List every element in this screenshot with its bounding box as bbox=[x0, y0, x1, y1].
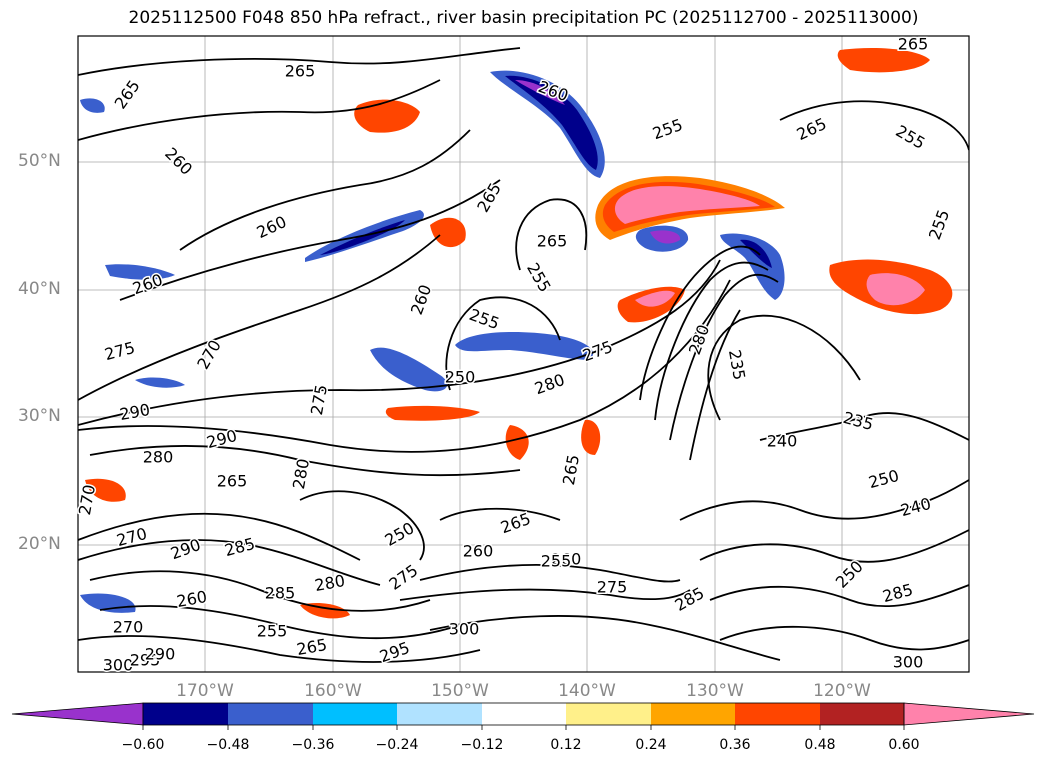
contour-label: 300 bbox=[103, 656, 134, 675]
refractivity-contours bbox=[78, 47, 969, 663]
plot-frame bbox=[77, 35, 970, 673]
contour-label: 300 bbox=[449, 620, 480, 639]
colorbar-swatch bbox=[397, 703, 482, 725]
colorbar-tick-label: 0.36 bbox=[719, 737, 751, 753]
contour-label: 260 bbox=[463, 542, 494, 561]
lon-label-140w: 140°W bbox=[558, 681, 616, 701]
contour-label: 240 bbox=[767, 432, 798, 451]
contour-label: 255 bbox=[257, 622, 288, 641]
colorbar-swatch bbox=[735, 703, 820, 725]
lon-label-130w: 130°W bbox=[686, 681, 744, 701]
precip-shading bbox=[80, 48, 953, 619]
contour-label: 255 bbox=[541, 552, 572, 571]
contour-label: 300 bbox=[893, 653, 924, 672]
graticule bbox=[78, 36, 969, 672]
plot-area bbox=[78, 36, 969, 672]
contour-label: 290 bbox=[145, 645, 176, 664]
contour-label: 265 bbox=[559, 453, 583, 486]
contour-label: 265 bbox=[285, 62, 316, 81]
lat-label-30n: 30°N bbox=[18, 406, 61, 426]
lon-label-150w: 150°W bbox=[431, 681, 489, 701]
lat-label-20n: 20°N bbox=[18, 534, 61, 554]
colorbar-tick-label: −0.24 bbox=[375, 737, 419, 753]
colorbar-swatch bbox=[482, 703, 566, 725]
colorbar-tick-label: −0.36 bbox=[291, 737, 335, 753]
colorbar-swatch bbox=[651, 703, 735, 725]
lat-label-50n: 50°N bbox=[18, 151, 61, 171]
colorbar-swatch bbox=[143, 703, 228, 725]
colorbar-tick-label: −0.12 bbox=[460, 737, 504, 753]
contour-label: 270 bbox=[113, 618, 144, 637]
colorbar-tick-label: −0.60 bbox=[121, 737, 165, 753]
contour-label: 265 bbox=[898, 35, 929, 54]
colorbar-swatch bbox=[566, 703, 651, 725]
contour-label: 285 bbox=[223, 534, 257, 560]
lon-label-170w: 170°W bbox=[176, 681, 234, 701]
colorbar-tick-label: −0.48 bbox=[206, 737, 250, 753]
contour-label: 295 bbox=[130, 651, 161, 670]
colorbar-tick-label: 0.48 bbox=[804, 737, 836, 753]
lon-label-160w: 160°W bbox=[304, 681, 362, 701]
colorbar-swatch bbox=[228, 703, 313, 725]
colorbar bbox=[11, 702, 1035, 730]
contour-label: 270 bbox=[75, 483, 99, 516]
map-title: 2025112500 F048 850 hPa refract., river … bbox=[128, 8, 919, 28]
colorbar-extend-max bbox=[903, 702, 1035, 726]
colorbar-frame bbox=[142, 702, 905, 726]
colorbar-extend-min bbox=[11, 702, 144, 726]
colorbar-tick-label: 0.12 bbox=[550, 737, 582, 753]
contour-label: 280 bbox=[143, 448, 174, 467]
colorbar-tick-label: 0.24 bbox=[635, 737, 667, 753]
contour-label: 285 bbox=[265, 584, 296, 603]
contour-label: 265 bbox=[217, 472, 248, 491]
contour-label: 260 bbox=[551, 550, 582, 569]
lon-label-120w: 120°W bbox=[813, 681, 871, 701]
contour-label: 275 bbox=[597, 578, 628, 597]
colorbar-swatch bbox=[313, 703, 397, 725]
contour-label: 250 bbox=[445, 368, 476, 387]
lat-label-40n: 40°N bbox=[18, 279, 61, 299]
contour-label: 265 bbox=[537, 232, 568, 251]
colorbar-swatch bbox=[820, 703, 904, 725]
colorbar-tick-label: 0.60 bbox=[888, 737, 920, 753]
